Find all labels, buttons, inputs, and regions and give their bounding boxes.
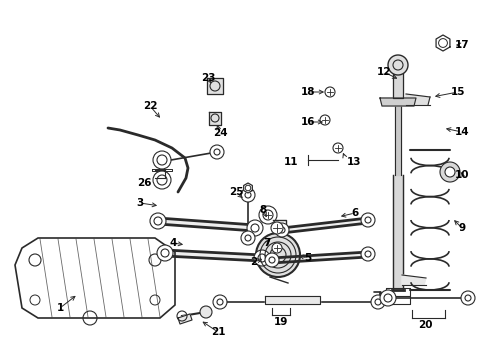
- Text: 10: 10: [454, 170, 468, 180]
- Text: 5: 5: [304, 253, 311, 263]
- Polygon shape: [282, 218, 367, 233]
- Circle shape: [246, 220, 263, 236]
- Circle shape: [387, 55, 407, 75]
- Circle shape: [268, 257, 274, 263]
- Polygon shape: [394, 100, 400, 175]
- Circle shape: [319, 115, 329, 125]
- Text: 19: 19: [273, 317, 287, 327]
- Text: 2: 2: [250, 257, 257, 267]
- Polygon shape: [208, 112, 221, 125]
- Circle shape: [364, 217, 370, 223]
- Polygon shape: [392, 70, 402, 98]
- Circle shape: [379, 290, 395, 306]
- Circle shape: [374, 299, 380, 305]
- Circle shape: [157, 245, 173, 261]
- Polygon shape: [271, 252, 367, 263]
- Text: 13: 13: [346, 157, 361, 167]
- Text: 9: 9: [458, 223, 465, 233]
- Text: 20: 20: [417, 320, 431, 330]
- Circle shape: [258, 254, 265, 262]
- Circle shape: [157, 175, 167, 185]
- Circle shape: [244, 235, 250, 241]
- Text: 7: 7: [263, 238, 270, 248]
- Circle shape: [263, 210, 272, 220]
- Circle shape: [241, 231, 254, 245]
- Polygon shape: [164, 250, 262, 261]
- Circle shape: [209, 145, 224, 159]
- Circle shape: [279, 227, 285, 233]
- Circle shape: [217, 299, 223, 305]
- Circle shape: [150, 213, 165, 229]
- Polygon shape: [206, 78, 223, 94]
- Circle shape: [256, 233, 299, 277]
- Circle shape: [161, 249, 169, 257]
- Text: 23: 23: [201, 73, 215, 83]
- Circle shape: [364, 251, 370, 257]
- Polygon shape: [401, 275, 425, 285]
- Circle shape: [153, 151, 171, 169]
- Polygon shape: [178, 314, 192, 324]
- Polygon shape: [158, 218, 254, 231]
- Text: 22: 22: [142, 101, 157, 111]
- Circle shape: [153, 171, 171, 189]
- Text: 3: 3: [136, 198, 143, 208]
- Text: 6: 6: [351, 208, 358, 218]
- Polygon shape: [405, 94, 429, 105]
- Circle shape: [360, 213, 374, 227]
- Text: 24: 24: [212, 128, 227, 138]
- Circle shape: [444, 167, 454, 177]
- Circle shape: [370, 295, 384, 309]
- Text: 25: 25: [228, 187, 243, 197]
- Polygon shape: [264, 296, 319, 304]
- Circle shape: [439, 162, 459, 182]
- Circle shape: [460, 291, 474, 305]
- Circle shape: [253, 250, 269, 266]
- Circle shape: [383, 294, 391, 302]
- Polygon shape: [392, 175, 402, 290]
- Text: 11: 11: [283, 157, 297, 167]
- Text: 16: 16: [300, 117, 315, 127]
- Text: 15: 15: [450, 87, 464, 97]
- Text: 4: 4: [169, 238, 176, 248]
- Circle shape: [332, 143, 342, 153]
- Polygon shape: [243, 183, 252, 193]
- Circle shape: [270, 222, 283, 234]
- Circle shape: [250, 224, 259, 232]
- Circle shape: [325, 87, 334, 97]
- Text: 21: 21: [210, 327, 225, 337]
- Text: 12: 12: [376, 67, 390, 77]
- Circle shape: [464, 295, 470, 301]
- Circle shape: [213, 295, 226, 309]
- Circle shape: [214, 149, 220, 155]
- Circle shape: [274, 223, 288, 237]
- Circle shape: [157, 155, 167, 165]
- Circle shape: [154, 217, 162, 225]
- Text: 1: 1: [56, 303, 63, 313]
- Text: 14: 14: [454, 127, 468, 137]
- Circle shape: [360, 247, 374, 261]
- Circle shape: [200, 306, 212, 318]
- Circle shape: [271, 243, 282, 253]
- Circle shape: [264, 253, 279, 267]
- Polygon shape: [435, 35, 449, 51]
- Text: 26: 26: [137, 178, 152, 188]
- Circle shape: [241, 188, 254, 202]
- Text: 18: 18: [300, 87, 315, 97]
- Circle shape: [244, 192, 250, 198]
- Text: 17: 17: [454, 40, 468, 50]
- Text: 8: 8: [259, 205, 266, 215]
- Polygon shape: [379, 98, 415, 106]
